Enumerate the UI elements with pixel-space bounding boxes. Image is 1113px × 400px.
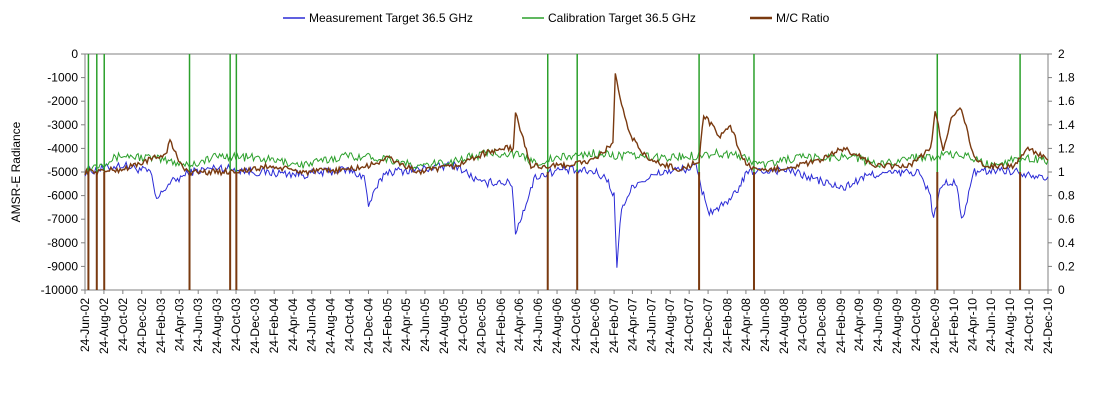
x-tick-label: 24-Dec-02 [135, 298, 149, 354]
x-tick-label: 24-Oct-05 [456, 298, 470, 352]
legend-label: Measurement Target 36.5 GHz [309, 11, 473, 25]
x-tick-label: 24-Jun-06 [531, 298, 545, 352]
legend-item: M/C Ratio [750, 11, 830, 25]
x-tick-label: 24-Dec-04 [361, 298, 375, 354]
y-left-tick-label: -2000 [47, 94, 78, 108]
x-tick-label: 24-Oct-10 [1022, 298, 1036, 352]
y-right-tick-label: 0.6 [1058, 212, 1075, 226]
legend-item: Measurement Target 36.5 GHz [283, 11, 473, 25]
x-tick-label: 24-Apr-08 [739, 298, 753, 352]
x-tick-label: 24-Aug-02 [97, 298, 111, 354]
legend: Measurement Target 36.5 GHz Calibration T… [283, 11, 830, 25]
y-axis-title: AMSR-E Radiance [9, 121, 23, 222]
y-left-tick-label: 0 [71, 47, 78, 61]
y-axis-right: 2 1.8 1.6 1.4 1.2 1 0.8 0.6 0.4 0.2 0 [1048, 47, 1075, 297]
x-tick-label: 24-Apr-09 [852, 298, 866, 352]
y-right-tick-label: 1.6 [1058, 94, 1075, 108]
x-tick-label: 24-Oct-08 [796, 298, 810, 352]
x-tick-label: 24-Jun-02 [78, 298, 92, 352]
y-right-tick-label: 0.4 [1058, 236, 1075, 250]
y-left-tick-label: -8000 [47, 236, 78, 250]
y-left-tick-label: -1000 [47, 71, 78, 85]
x-tick-label: 24-Jun-09 [871, 298, 885, 352]
series-1 [84, 54, 1049, 175]
y-right-tick-label: 0 [1058, 283, 1065, 297]
x-tick-label: 24-Feb-08 [720, 298, 734, 354]
x-tick-label: 24-Aug-03 [210, 298, 224, 354]
y-right-tick-label: 1 [1058, 165, 1065, 179]
x-tick-label: 24-Oct-02 [116, 298, 130, 352]
x-tick-label: 24-Apr-06 [512, 298, 526, 352]
y-left-tick-label: -6000 [47, 189, 78, 203]
x-tick-label: 24-Jun-04 [305, 298, 319, 352]
y-left-tick-label: -7000 [47, 212, 78, 226]
x-tick-label: 24-Oct-07 [682, 298, 696, 352]
x-tick-label: 24-Oct-03 [229, 298, 243, 352]
x-tick-label: 24-Feb-03 [154, 298, 168, 354]
x-tick-label: 24-Dec-07 [701, 298, 715, 354]
x-tick-label: 24-Apr-03 [172, 298, 186, 352]
legend-label: M/C Ratio [776, 11, 830, 25]
y-right-tick-label: 2 [1058, 47, 1065, 61]
y-right-tick-label: 1.2 [1058, 141, 1075, 155]
y-left-tick-label: -3000 [47, 118, 78, 132]
x-tick-label: 24-Feb-10 [947, 298, 961, 354]
x-tick-label: 24-Oct-04 [343, 298, 357, 352]
series-0 [84, 160, 1049, 268]
x-tick-label: 24-Feb-09 [834, 298, 848, 354]
x-tick-label: 24-Aug-06 [550, 298, 564, 354]
x-tick-label: 24-Feb-05 [381, 298, 395, 354]
y-right-tick-label: 1.8 [1058, 71, 1075, 85]
x-tick-label: 24-Dec-10 [1041, 298, 1055, 354]
x-tick-label: 24-Feb-04 [267, 298, 281, 354]
y-left-tick-label: -10000 [41, 283, 79, 297]
x-tick-label: 24-Dec-03 [248, 298, 262, 354]
y-right-tick-label: 0.8 [1058, 189, 1075, 203]
x-tick-label: 24-Aug-10 [1003, 298, 1017, 354]
series-layer [84, 54, 1049, 290]
x-tick-label: 24-Jun-08 [758, 298, 772, 352]
y-right-tick-label: 1.4 [1058, 118, 1075, 132]
x-tick-label: 24-Dec-06 [588, 298, 602, 354]
y-left-tick-label: -9000 [47, 259, 78, 273]
x-tick-label: 24-Aug-09 [890, 298, 904, 354]
x-tick-label: 24-Aug-08 [777, 298, 791, 354]
y-left-tick-label: -5000 [47, 165, 78, 179]
x-tick-label: 24-Oct-09 [909, 298, 923, 352]
legend-item: Calibration Target 36.5 GHz [522, 11, 696, 25]
x-tick-label: 24-Apr-07 [625, 298, 639, 352]
x-tick-label: 24-Jun-03 [191, 298, 205, 352]
series-line [84, 73, 1049, 178]
series-2 [84, 73, 1049, 290]
x-tick-label: 24-Aug-07 [663, 298, 677, 354]
x-tick-label: 24-Dec-09 [928, 298, 942, 354]
x-tick-label: 24-Apr-05 [399, 298, 413, 352]
series-line [84, 147, 1049, 175]
x-tick-label: 24-Aug-05 [437, 298, 451, 354]
x-tick-label: 24-Feb-07 [607, 298, 621, 354]
x-tick-label: 24-Apr-10 [965, 298, 979, 352]
x-tick-label: 24-Oct-06 [569, 298, 583, 352]
y-left-tick-label: -4000 [47, 141, 78, 155]
x-tick-label: 24-Jun-07 [644, 298, 658, 352]
x-axis: 24-Jun-02 24-Aug-02 24-Oct-02 24-Dec-02 24-F… [78, 290, 1055, 354]
legend-label: Calibration Target 36.5 GHz [548, 11, 696, 25]
x-tick-label: 24-Dec-05 [475, 298, 489, 354]
x-tick-label: 24-Aug-04 [324, 298, 338, 354]
x-tick-label: 24-Jun-05 [418, 298, 432, 352]
x-tick-label: 24-Dec-08 [815, 298, 829, 354]
y-axis-left: 0 -1000 -2000 -3000 -4000 -5000 -6000 -7000 -800… [41, 47, 85, 297]
x-tick-label: 24-Feb-06 [494, 298, 508, 354]
series-line [84, 160, 1049, 268]
x-tick-label: 24-Jun-10 [984, 298, 998, 352]
y-right-tick-label: 0.2 [1058, 259, 1075, 273]
x-tick-label: 24-Apr-04 [286, 298, 300, 352]
